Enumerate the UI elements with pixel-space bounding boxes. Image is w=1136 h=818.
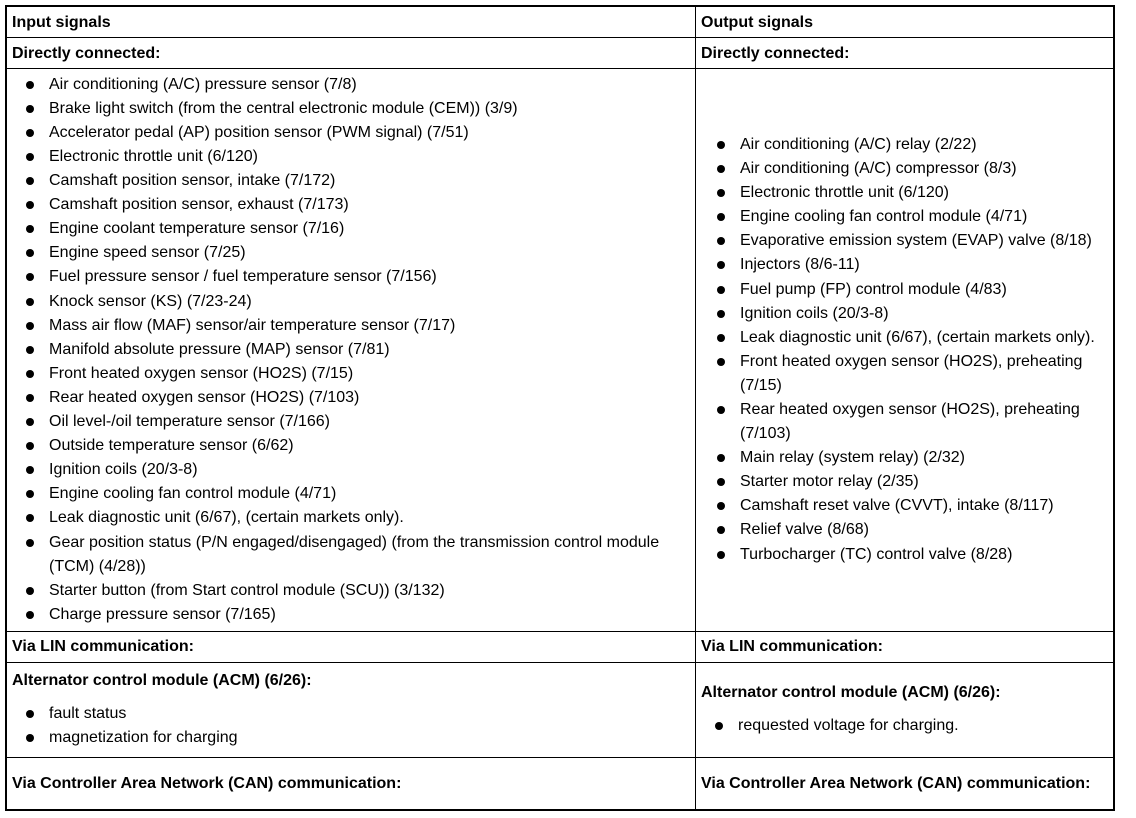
table-cell: Via LIN communication: bbox=[695, 630, 1113, 663]
cell-heading: Via Controller Area Network (CAN) commun… bbox=[701, 774, 1091, 792]
bullet-item: Engine cooling fan control module (4/71) bbox=[714, 205, 1108, 229]
bullet-item: Brake light switch (from the central ele… bbox=[23, 97, 690, 121]
table-cell: Alternator control module (ACM) (6/26): f… bbox=[7, 661, 696, 758]
table-cell: Alternator control module (ACM) (6/26): r… bbox=[695, 661, 1113, 758]
bullet-item: Starter button (from Start control modul… bbox=[23, 579, 690, 603]
bullet-item: Fuel pump (FP) control module (4/83) bbox=[714, 278, 1108, 302]
bullet-item: Oil level-/oil temperature sensor (7/166… bbox=[23, 410, 690, 434]
table-cell: Via Controller Area Network (CAN) commun… bbox=[7, 756, 696, 809]
bullet-item: Accelerator pedal (AP) position sensor (… bbox=[23, 121, 690, 145]
table-row: Via LIN communication: Via LIN communicat… bbox=[7, 630, 1113, 663]
table-cell: Directly connected: bbox=[695, 37, 1113, 70]
bullet-item: Turbocharger (TC) control valve (8/28) bbox=[714, 543, 1108, 567]
bullet-item: magnetization for charging bbox=[23, 726, 690, 750]
bullet-item: Camshaft reset valve (CVVT), intake (8/1… bbox=[714, 494, 1108, 518]
bullet-item: Engine coolant temperature sensor (7/16) bbox=[23, 217, 690, 241]
table-row: Via Controller Area Network (CAN) commun… bbox=[7, 756, 1113, 809]
table-cell: Via LIN communication: bbox=[7, 630, 696, 663]
bullet-list: Air conditioning (A/C) relay (2/22) Air c… bbox=[701, 133, 1108, 567]
bullet-item: Engine speed sensor (7/25) bbox=[23, 241, 690, 265]
bullet-item: Air conditioning (A/C) relay (2/22) bbox=[714, 133, 1108, 157]
bullet-item: Camshaft position sensor, exhaust (7/173… bbox=[23, 193, 690, 217]
bullet-item: Air conditioning (A/C) pressure sensor (… bbox=[23, 73, 690, 97]
table-row: Air conditioning (A/C) pressure sensor (… bbox=[7, 68, 1113, 632]
cell-heading: Via Controller Area Network (CAN) commun… bbox=[12, 774, 402, 792]
bullet-item: Relief valve (8/68) bbox=[714, 518, 1108, 542]
cell-heading: Output signals bbox=[701, 13, 813, 31]
bullet-item: Camshaft position sensor, intake (7/172) bbox=[23, 169, 690, 193]
bullet-item: Ignition coils (20/3-8) bbox=[714, 302, 1108, 326]
bullet-item: Knock sensor (KS) (7/23-24) bbox=[23, 290, 690, 314]
cell-heading: Input signals bbox=[12, 13, 111, 31]
bullet-item: Engine cooling fan control module (4/71) bbox=[23, 482, 690, 506]
cell-heading: Directly connected: bbox=[12, 44, 161, 62]
bullet-item: Main relay (system relay) (2/32) bbox=[714, 446, 1108, 470]
bullet-item: Electronic throttle unit (6/120) bbox=[23, 145, 690, 169]
bullet-list: requested voltage for charging. bbox=[701, 714, 1108, 738]
bullet-item: Leak diagnostic unit (6/67), (certain ma… bbox=[23, 506, 690, 530]
table-cell: Air conditioning (A/C) pressure sensor (… bbox=[7, 68, 696, 632]
bullet-item: Fuel pressure sensor / fuel temperature … bbox=[23, 265, 690, 289]
bullet-item: Front heated oxygen sensor (HO2S), prehe… bbox=[714, 350, 1108, 398]
bullet-list: Air conditioning (A/C) pressure sensor (… bbox=[12, 73, 690, 627]
bullet-item: Injectors (8/6-11) bbox=[714, 253, 1108, 277]
bullet-item: requested voltage for charging. bbox=[712, 714, 1108, 738]
table: Input signals Output signals Directly conn… bbox=[7, 7, 1113, 809]
table-cell: Directly connected: bbox=[7, 37, 696, 70]
bullet-item: Air conditioning (A/C) compressor (8/3) bbox=[714, 157, 1108, 181]
bullet-item: Mass air flow (MAF) sensor/air temperatu… bbox=[23, 314, 690, 338]
bullet-item: Manifold absolute pressure (MAP) sensor … bbox=[23, 338, 690, 362]
bullet-item: Evaporative emission system (EVAP) valve… bbox=[714, 229, 1108, 253]
table-row: Alternator control module (ACM) (6/26): f… bbox=[7, 661, 1113, 758]
bullet-item: Leak diagnostic unit (6/67), (certain ma… bbox=[714, 326, 1108, 350]
bullet-item: Ignition coils (20/3-8) bbox=[23, 458, 690, 482]
bullet-item: Rear heated oxygen sensor (HO2S), prehea… bbox=[714, 398, 1108, 446]
signal-table: Input signals Output signals Directly conn… bbox=[5, 5, 1115, 811]
cell-heading: Via LIN communication: bbox=[12, 638, 194, 656]
bullet-item: Gear position status (P/N engaged/diseng… bbox=[23, 531, 690, 579]
bullet-item: Charge pressure sensor (7/165) bbox=[23, 603, 690, 627]
cell-heading: Via LIN communication: bbox=[701, 638, 883, 656]
cell-heading: Alternator control module (ACM) (6/26): bbox=[701, 684, 1001, 702]
table-row: Directly connected: Directly connected: bbox=[7, 37, 1113, 70]
bullet-item: Outside temperature sensor (6/62) bbox=[23, 434, 690, 458]
table-cell: Air conditioning (A/C) relay (2/22) Air c… bbox=[695, 68, 1113, 632]
bullet-item: fault status bbox=[23, 702, 690, 726]
table-row: Input signals Output signals bbox=[7, 7, 1113, 39]
bullet-item: Front heated oxygen sensor (HO2S) (7/15) bbox=[23, 362, 690, 386]
cell-heading: Alternator control module (ACM) (6/26): bbox=[12, 672, 312, 690]
bullet-item: Starter motor relay (2/35) bbox=[714, 470, 1108, 494]
bullet-item: Rear heated oxygen sensor (HO2S) (7/103) bbox=[23, 386, 690, 410]
table-cell: Output signals bbox=[695, 7, 1113, 39]
bullet-item: Electronic throttle unit (6/120) bbox=[714, 181, 1108, 205]
table-cell: Input signals bbox=[7, 7, 696, 39]
bullet-list: fault status magnetization for charging bbox=[12, 702, 690, 750]
cell-heading: Directly connected: bbox=[701, 44, 850, 62]
table-cell: Via Controller Area Network (CAN) commun… bbox=[695, 756, 1113, 809]
